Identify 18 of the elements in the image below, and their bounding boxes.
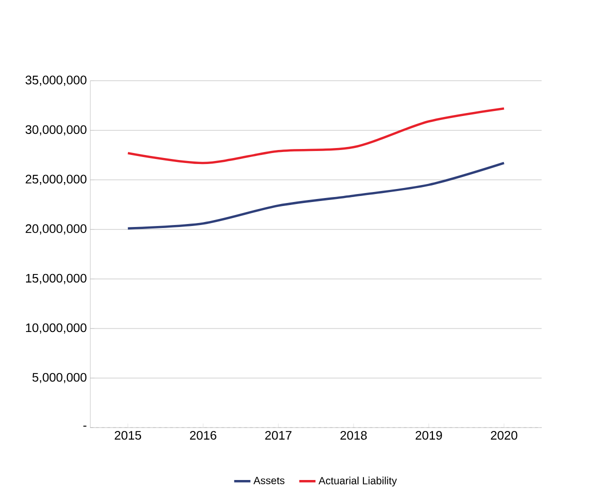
y-tick-label: 15,000,000 [26,274,86,284]
x-tick-label: 2018 [340,431,367,440]
x-tick-label: 2015 [114,431,142,440]
y-tick-label: 25,000,000 [26,174,86,186]
x-tick-label: 2020 [490,431,518,440]
y-tick-label: 5,000,000 [32,373,86,384]
y-tick-label: 10,000,000 [26,324,86,334]
y-tick-label: 35,000,000 [26,76,86,86]
x-tick-label: 2016 [190,431,216,440]
x-tick-label: 2017 [265,431,292,440]
y-tick-label: 20,000,000 [26,224,86,235]
x-tick-label: 2019 [416,431,442,440]
y-tick-label: - [83,426,86,427]
line-series [126,108,506,164]
y-tick-label: 30,000,000 [26,125,86,136]
line-series [126,162,506,230]
legend-label: Assets [253,477,284,484]
legend-label: Actuarial Liability [318,476,397,487]
